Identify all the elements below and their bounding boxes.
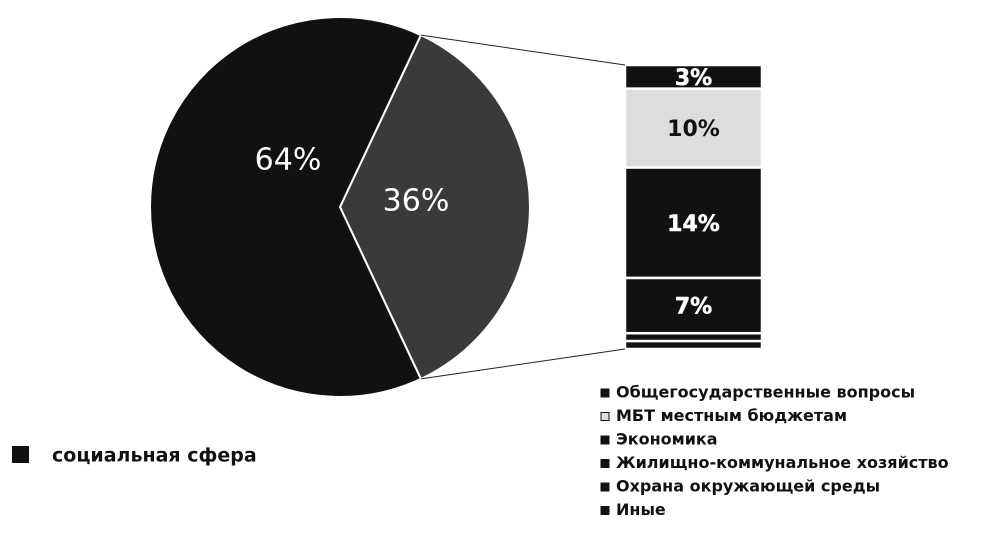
legend-swatch [12,446,29,463]
legend-label: Иные [616,500,666,519]
legend-label: МБТ местным бюджетам [616,406,847,425]
legend-swatch [600,482,610,492]
legend-label: Экономика [616,430,718,449]
bar-label: 10% [667,117,720,142]
legend-swatch [600,388,610,398]
legend-swatch [600,459,610,468]
legend-swatch [600,506,610,515]
connector [420,348,626,380]
pie-slice [149,16,423,398]
connector [420,34,626,66]
bar-segment [623,166,764,280]
legend-label: социальная сфера [52,445,257,467]
legend-label: Жилищно-коммунальное хозяйство [616,453,949,472]
pie-label: 36% [383,184,450,219]
legend-label: Охрана окружающей среды [616,477,880,496]
bar-segment [623,339,764,351]
legend-label: Общегосударственные вопросы [616,383,915,402]
pie-label: 64% [255,143,322,178]
bar-label: 3% [675,66,712,91]
legend-swatch [600,412,610,421]
pie-slice [338,33,531,381]
bar-label: 14% [667,212,720,237]
bar-label: 7% [675,295,712,320]
legend-swatch [600,435,610,445]
